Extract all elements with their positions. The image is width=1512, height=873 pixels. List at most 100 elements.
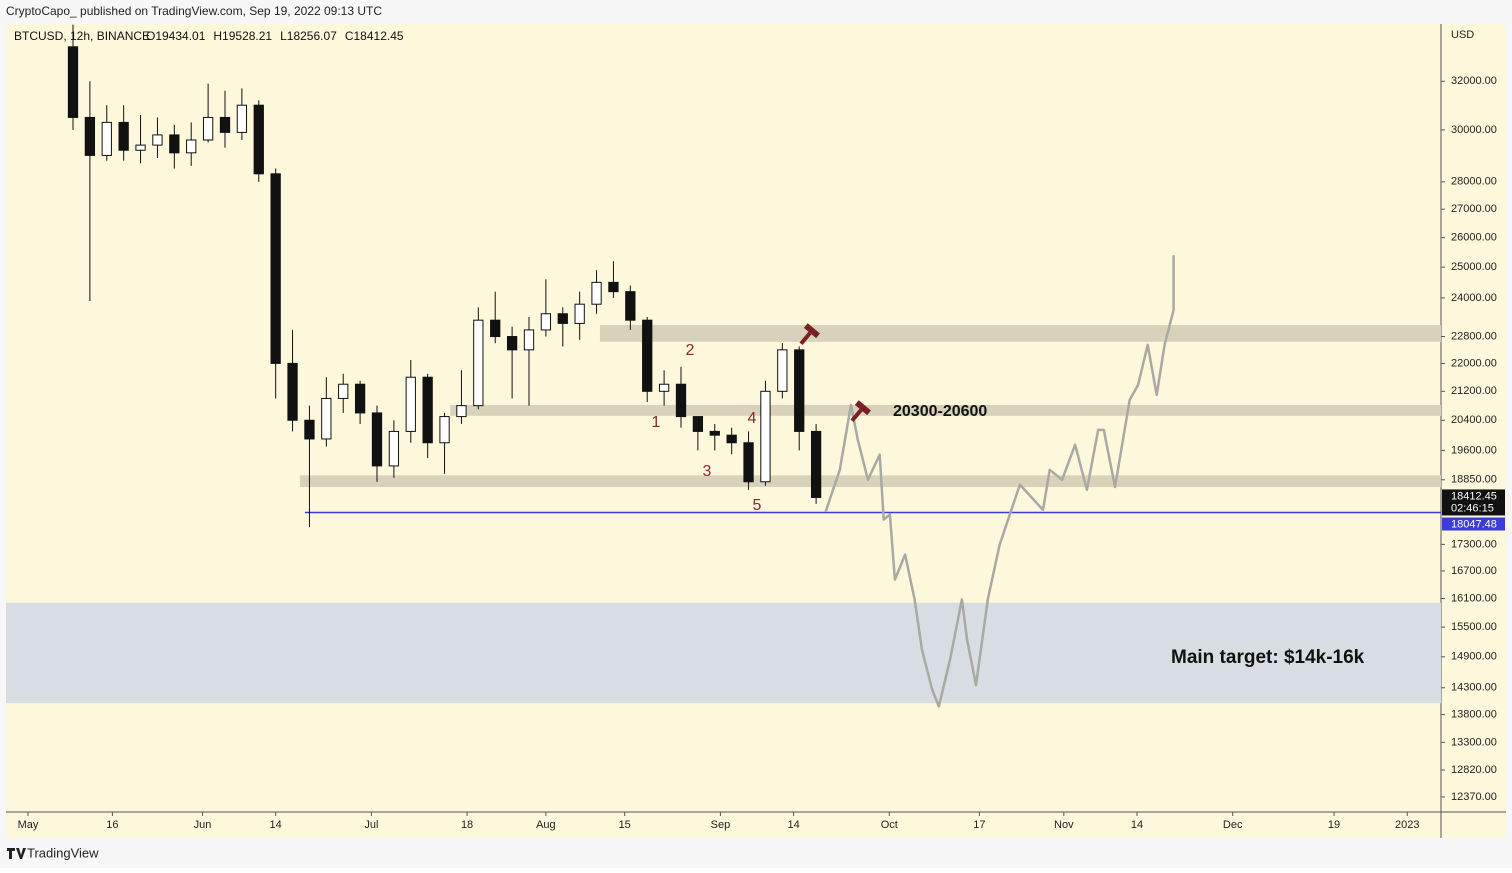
y-tick-label: 12820.00 xyxy=(1451,764,1497,776)
candle-body xyxy=(490,319,501,338)
candle-body xyxy=(321,397,332,440)
candle-body xyxy=(338,383,349,399)
x-tick-label: Jun xyxy=(194,819,212,831)
candle-body xyxy=(557,313,568,324)
candle-body xyxy=(523,329,535,351)
y-tick-label: 32000.00 xyxy=(1451,75,1497,87)
y-tick-label: 30000.00 xyxy=(1451,124,1497,136)
candle-body xyxy=(405,376,416,432)
zone xyxy=(299,475,1441,487)
x-tick-label: May xyxy=(18,819,39,831)
x-tick-label: Aug xyxy=(536,819,556,831)
x-tick-label: 15 xyxy=(619,819,631,831)
candle-body xyxy=(219,116,231,133)
last-price-box xyxy=(1442,489,1505,516)
y-tick-label: 12370.00 xyxy=(1451,791,1497,803)
y-tick-label: 14900.00 xyxy=(1451,651,1497,663)
x-tick-label: Sep xyxy=(711,819,731,831)
candle-body xyxy=(169,134,180,154)
y-tick-label: 24000.00 xyxy=(1451,292,1497,304)
candle-body xyxy=(794,349,805,432)
publisher: CryptoCapo_ published on TradingView.com… xyxy=(6,4,382,18)
candle-body xyxy=(473,319,484,407)
candle-body xyxy=(625,291,636,321)
y-tick-label: 27000.00 xyxy=(1451,203,1497,215)
candle-body xyxy=(371,412,383,467)
x-tick-label: 19 xyxy=(1328,819,1340,831)
candle-body xyxy=(101,121,112,156)
y-tick-label: 17300.00 xyxy=(1451,538,1497,550)
candle-body xyxy=(186,139,197,154)
candle-body xyxy=(743,442,754,483)
candle-body xyxy=(270,173,281,364)
x-tick-label: 16 xyxy=(106,819,118,831)
currency: USD xyxy=(1451,29,1474,41)
y-tick-label: 20400.00 xyxy=(1451,414,1497,426)
annotation: 20300-20600 xyxy=(893,403,987,420)
candle-body xyxy=(287,362,298,421)
candle-body xyxy=(642,319,653,392)
hline-price-label: 18047.48 xyxy=(1451,518,1497,530)
candle-body xyxy=(675,383,687,418)
x-tick-label: Nov xyxy=(1054,819,1074,831)
wave-label: 3 xyxy=(703,463,712,480)
x-tick-label: Dec xyxy=(1223,819,1243,831)
candle-body xyxy=(67,46,79,118)
x-tick-label: 2023 xyxy=(1395,819,1419,831)
candle-body xyxy=(422,376,433,444)
candle-body xyxy=(439,416,450,444)
candle-body xyxy=(810,430,822,498)
candle-body xyxy=(236,104,248,133)
ohlc-value: C18412.45 xyxy=(345,29,404,43)
countdown-label: 02:46:15 xyxy=(1451,502,1494,514)
wave-label: 5 xyxy=(753,497,762,514)
candle-body xyxy=(777,349,788,392)
candle-body xyxy=(608,281,619,293)
zone xyxy=(599,325,1441,342)
wave-label: 1 xyxy=(652,414,661,431)
x-tick-label: 14 xyxy=(1131,819,1143,831)
ohlc-value: O19434.01 xyxy=(146,29,206,43)
candle-body xyxy=(253,104,264,175)
candle-body xyxy=(692,416,704,432)
x-tick-label: 18 xyxy=(461,819,473,831)
candle-body xyxy=(456,405,467,418)
annotation: Main target: $14k-16k xyxy=(1171,647,1365,668)
candle-body xyxy=(135,144,146,151)
candle-body xyxy=(152,134,163,146)
y-tick-label: 21200.00 xyxy=(1451,385,1497,397)
y-tick-label: 13300.00 xyxy=(1451,736,1497,748)
y-tick-label: 22800.00 xyxy=(1451,330,1497,342)
last-price-label: 18412.45 xyxy=(1451,490,1497,502)
candle-body xyxy=(354,383,366,414)
y-tick-label: 22000.00 xyxy=(1451,357,1497,369)
candle-body xyxy=(540,313,552,331)
hline-price-box xyxy=(1442,517,1505,531)
candle-body xyxy=(709,430,720,436)
y-tick-label: 28000.00 xyxy=(1451,176,1497,188)
candle-body xyxy=(202,116,214,141)
ohlc-value: H19528.21 xyxy=(213,29,272,43)
zone xyxy=(450,404,1441,416)
x-tick-label: 17 xyxy=(973,819,985,831)
symbol: BTCUSD, 12h, BINANCE xyxy=(14,29,150,43)
y-tick-label: 25000.00 xyxy=(1451,261,1497,273)
x-tick-label: Jul xyxy=(364,819,378,831)
y-tick-label: 13800.00 xyxy=(1451,708,1497,720)
candle-body xyxy=(388,430,400,467)
x-tick-label: 14 xyxy=(270,819,282,831)
ohlc-value: L18256.07 xyxy=(280,29,337,43)
y-tick-label: 18850.00 xyxy=(1451,474,1497,486)
hammer xyxy=(850,400,871,423)
projection-line xyxy=(824,255,1175,708)
candle-body xyxy=(726,434,737,444)
y-tick-label: 14300.00 xyxy=(1451,682,1497,694)
x-tick-label: 14 xyxy=(787,819,799,831)
candle-body xyxy=(574,303,585,324)
footer-brand: TradingView xyxy=(27,845,99,860)
plot-background xyxy=(6,24,1506,838)
y-tick-label: 19600.00 xyxy=(1451,444,1497,456)
candle-body xyxy=(304,419,315,440)
candle-body xyxy=(118,121,129,151)
